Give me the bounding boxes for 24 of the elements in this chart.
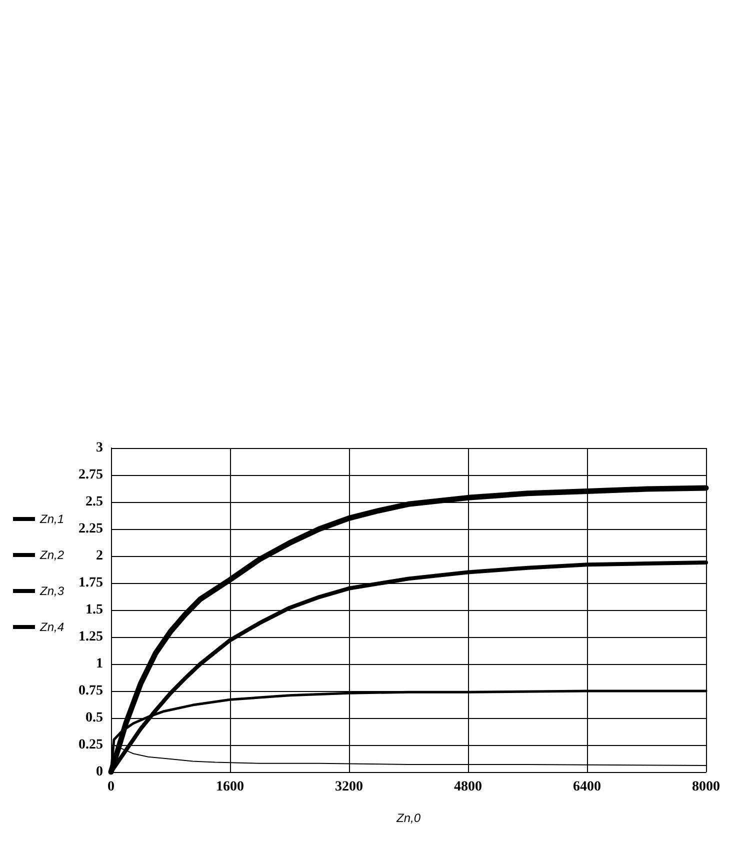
legend-label: Zn,3 (39, 584, 64, 598)
legend-label: Zn,4 (39, 620, 64, 634)
legend-label: Zn,2 (39, 548, 64, 562)
y-tick-label: 0.75 (78, 684, 103, 698)
y-tick-label: 0.5 (86, 710, 103, 726)
x-axis-title: Zn,0 (395, 811, 421, 825)
y-tick-label: 0 (96, 764, 103, 780)
x-tick-label: 3200 (335, 780, 363, 794)
x-tick-label: 4800 (454, 780, 482, 794)
y-tick-label: 1.5 (86, 602, 103, 618)
y-tick-label: 2.75 (78, 468, 103, 482)
y-tick-label: 3 (96, 440, 103, 456)
y-tick-label: 2.5 (86, 494, 103, 510)
y-tick-label: 0.25 (78, 738, 103, 752)
x-tick-label: 6400 (573, 780, 601, 794)
y-tick-label: 1.25 (78, 630, 103, 644)
y-tick-label: 1.75 (78, 576, 103, 590)
y-tick-label: 1 (96, 656, 103, 672)
x-tick-label: 1600 (216, 780, 244, 794)
legend-label: Zn,1 (39, 512, 64, 526)
y-tick-label: 2 (96, 548, 103, 564)
y-tick-label: 2.25 (78, 522, 103, 536)
x-tick-label: 8000 (692, 780, 720, 794)
x-tick-label: 0 (108, 780, 114, 794)
